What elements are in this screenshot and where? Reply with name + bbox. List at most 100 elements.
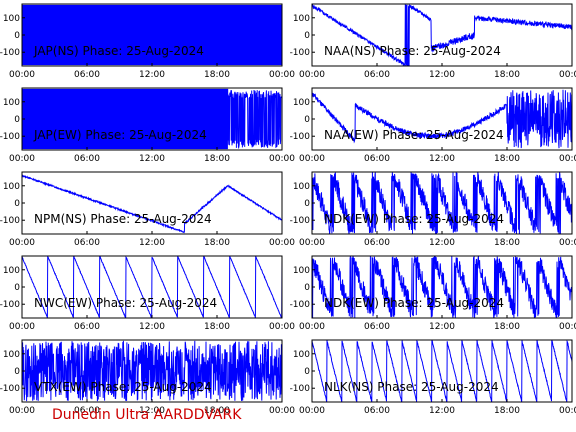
x-tick-label: 06:00 bbox=[364, 322, 390, 332]
x-tick-label: 18:00 bbox=[204, 238, 230, 248]
y-tick-label: 100 bbox=[3, 266, 20, 276]
x-tick-label: 18:00 bbox=[204, 322, 230, 332]
phase-trace-line bbox=[22, 88, 282, 150]
x-tick-label: 06:00 bbox=[74, 322, 100, 332]
phase-trace-line bbox=[22, 4, 282, 66]
panel-title: NAA(EW) Phase: 25-Aug-2024 bbox=[324, 128, 504, 142]
x-tick-label: 06:00 bbox=[74, 406, 100, 416]
x-tick-label: 12:00 bbox=[429, 154, 455, 164]
phase-panel: 100 0 -100 00:00 06:00 12:00 18:00 00:00 VTX(EW)… bbox=[0, 339, 295, 416]
x-tick-label: 00:00 bbox=[9, 238, 35, 248]
x-tick-label: 12:00 bbox=[139, 154, 165, 164]
panel-title: NDK(EW) Phase: 25-Aug-2024 bbox=[324, 212, 504, 226]
y-tick-label: 0 bbox=[14, 31, 20, 41]
y-tick-label: -100 bbox=[0, 132, 20, 142]
x-tick-label: 12:00 bbox=[429, 70, 455, 80]
phase-trace-line bbox=[22, 174, 282, 234]
y-tick-label: -100 bbox=[0, 48, 20, 58]
x-tick-label: 12:00 bbox=[429, 238, 455, 248]
phase-panel: 100 0 -100 00:00 06:00 12:00 18:00 00:00 NLK(NS)… bbox=[290, 339, 576, 416]
x-tick-label: 00:00 bbox=[299, 322, 325, 332]
phase-panel: 100 0 -100 00:00 06:00 12:00 18:00 00:00 NDK(EW)… bbox=[290, 171, 576, 248]
x-tick-label: 18:00 bbox=[494, 322, 520, 332]
y-tick-label: -100 bbox=[290, 300, 311, 310]
x-tick-label: 06:00 bbox=[364, 238, 390, 248]
x-tick-label: 12:00 bbox=[139, 322, 165, 332]
phase-trace-line bbox=[312, 89, 572, 149]
y-tick-label: 0 bbox=[304, 115, 310, 125]
y-tick-label: 100 bbox=[3, 182, 20, 192]
x-tick-label: 18:00 bbox=[494, 154, 520, 164]
phase-panel: 100 0 -100 00:00 06:00 12:00 18:00 00:00 JAP(EW)… bbox=[0, 87, 295, 164]
y-tick-label: -100 bbox=[0, 384, 20, 394]
phase-trace-line bbox=[312, 172, 572, 234]
x-tick-label: 00:00 bbox=[559, 154, 576, 164]
footer-label: Dunedin Ultra AARDDVARK bbox=[52, 407, 242, 423]
phase-panel: 100 0 -100 00:00 06:00 12:00 18:00 00:00 NAA(NS)… bbox=[290, 3, 576, 80]
panel-title: NPM(NS) Phase: 25-Aug-2024 bbox=[34, 212, 212, 226]
x-tick-label: 00:00 bbox=[269, 154, 295, 164]
y-tick-label: 100 bbox=[293, 98, 310, 108]
y-tick-label: 100 bbox=[293, 182, 310, 192]
phase-trace-line bbox=[312, 256, 572, 318]
y-tick-label: 100 bbox=[3, 350, 20, 360]
y-tick-label: -100 bbox=[290, 216, 311, 226]
x-tick-label: 18:00 bbox=[494, 406, 520, 416]
y-tick-label: 0 bbox=[14, 115, 20, 125]
y-tick-label: 100 bbox=[3, 98, 20, 108]
x-tick-label: 06:00 bbox=[74, 70, 100, 80]
x-tick-label: 06:00 bbox=[364, 70, 390, 80]
panel-title: JAP(EW) Phase: 25-Aug-2024 bbox=[33, 128, 207, 142]
y-tick-label: 100 bbox=[293, 14, 310, 24]
phase-trace-line bbox=[312, 340, 572, 402]
x-tick-label: 18:00 bbox=[204, 70, 230, 80]
y-tick-label: 0 bbox=[304, 367, 310, 377]
y-tick-label: 0 bbox=[14, 199, 20, 209]
x-tick-label: 00:00 bbox=[299, 70, 325, 80]
x-tick-label: 06:00 bbox=[74, 154, 100, 164]
x-tick-label: 06:00 bbox=[74, 238, 100, 248]
x-tick-label: 00:00 bbox=[299, 154, 325, 164]
phase-trace-line bbox=[22, 256, 282, 318]
panel-grid: 100 0 -100 00:00 06:00 12:00 18:00 00:00 JAP(NS)… bbox=[0, 3, 576, 416]
x-tick-label: 00:00 bbox=[559, 70, 576, 80]
phase-trace-line bbox=[22, 340, 282, 402]
y-tick-label: -100 bbox=[0, 216, 20, 226]
x-tick-label: 00:00 bbox=[9, 154, 35, 164]
x-tick-label: 00:00 bbox=[269, 70, 295, 80]
y-tick-label: -100 bbox=[290, 132, 311, 142]
y-tick-label: -100 bbox=[290, 384, 311, 394]
x-tick-label: 00:00 bbox=[269, 406, 295, 416]
x-tick-label: 00:00 bbox=[9, 322, 35, 332]
y-tick-label: 0 bbox=[14, 283, 20, 293]
phase-panel: 100 0 -100 00:00 06:00 12:00 18:00 00:00 NPM(NS)… bbox=[0, 171, 295, 248]
y-tick-label: 0 bbox=[304, 199, 310, 209]
x-tick-label: 00:00 bbox=[299, 238, 325, 248]
y-tick-label: 100 bbox=[293, 350, 310, 360]
x-tick-label: 12:00 bbox=[429, 406, 455, 416]
phase-panel: 100 0 -100 00:00 06:00 12:00 18:00 00:00 NWC(EW)… bbox=[0, 255, 295, 332]
panel-title: NAA(NS) Phase: 25-Aug-2024 bbox=[324, 44, 501, 58]
x-tick-label: 00:00 bbox=[9, 406, 35, 416]
x-tick-label: 00:00 bbox=[269, 322, 295, 332]
phase-trace-line bbox=[312, 4, 572, 66]
x-tick-label: 00:00 bbox=[9, 70, 35, 80]
panel-title: NLK(NS) Phase: 25-Aug-2024 bbox=[324, 380, 499, 394]
y-tick-label: 0 bbox=[14, 367, 20, 377]
x-tick-label: 00:00 bbox=[269, 238, 295, 248]
x-tick-label: 00:00 bbox=[559, 406, 576, 416]
x-tick-label: 00:00 bbox=[559, 322, 576, 332]
y-tick-label: 0 bbox=[304, 283, 310, 293]
y-tick-label: -100 bbox=[0, 300, 20, 310]
panel-title: NDK(EW) Phase: 25-Aug-2024 bbox=[324, 296, 504, 310]
y-tick-label: 0 bbox=[304, 31, 310, 41]
phase-panel: 100 0 -100 00:00 06:00 12:00 18:00 00:00 NAA(EW)… bbox=[290, 87, 576, 164]
phase-panel: 100 0 -100 00:00 06:00 12:00 18:00 00:00 NDK(EW)… bbox=[290, 255, 576, 332]
y-tick-label: -100 bbox=[290, 48, 311, 58]
x-tick-label: 00:00 bbox=[559, 238, 576, 248]
x-tick-label: 12:00 bbox=[139, 70, 165, 80]
y-tick-label: 100 bbox=[3, 14, 20, 24]
y-tick-label: 100 bbox=[293, 266, 310, 276]
phase-panel: 100 0 -100 00:00 06:00 12:00 18:00 00:00 JAP(NS)… bbox=[0, 3, 295, 80]
